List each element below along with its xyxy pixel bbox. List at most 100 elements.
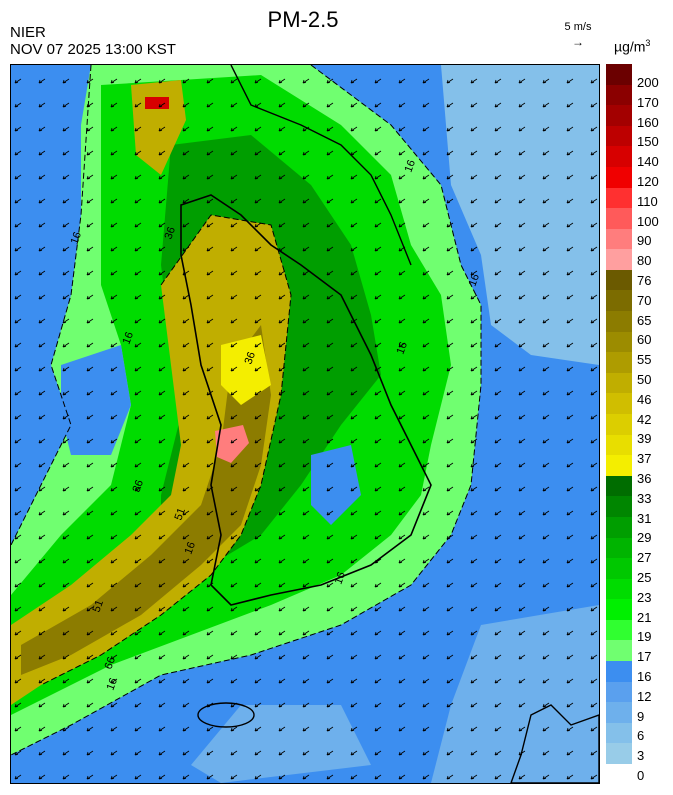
wind-arrow-icon — [14, 198, 22, 204]
wind-arrow-icon — [14, 654, 22, 660]
wind-arrow-icon — [446, 654, 454, 660]
wind-arrow-icon — [182, 150, 190, 156]
wind-arrow-icon — [446, 606, 454, 612]
wind-arrow-icon — [326, 414, 334, 420]
wind-arrow-icon — [566, 462, 574, 468]
wind-arrow-icon — [302, 318, 310, 324]
wind-arrow-icon — [350, 366, 358, 372]
wind-arrow-icon — [158, 510, 166, 516]
wind-arrow-icon — [62, 390, 70, 396]
wind-arrow-icon — [206, 774, 214, 780]
wind-arrow-icon — [182, 654, 190, 660]
colorbar-label: 16 — [637, 669, 652, 684]
wind-arrow-icon — [422, 702, 430, 708]
wind-arrow-icon — [302, 510, 310, 516]
wind-arrow-icon — [302, 222, 310, 228]
wind-arrow-icon — [38, 606, 46, 612]
wind-arrow-icon — [350, 246, 358, 252]
wind-arrow-icon — [494, 126, 502, 132]
wind-arrow-icon — [518, 198, 526, 204]
wind-arrow-icon — [302, 414, 310, 420]
wind-arrow-icon — [422, 270, 430, 276]
wind-arrow-icon — [158, 462, 166, 468]
wind-arrow-icon — [470, 150, 478, 156]
wind-arrow-icon — [470, 606, 478, 612]
wind-arrow-icon — [62, 726, 70, 732]
wind-arrow-icon — [182, 486, 190, 492]
wind-arrow-icon — [62, 126, 70, 132]
wind-arrow-icon — [566, 126, 574, 132]
wind-arrow-icon — [134, 606, 142, 612]
wind-arrow-icon — [14, 678, 22, 684]
wind-arrow-icon — [518, 558, 526, 564]
wind-arrow-icon — [422, 678, 430, 684]
very-low-area-northeast — [441, 65, 599, 365]
wind-arrow-icon — [254, 150, 262, 156]
wind-arrow-icon — [110, 414, 118, 420]
colorbar-segment — [606, 187, 632, 209]
colorbar-label: 80 — [637, 253, 652, 269]
wind-arrow-icon — [326, 126, 334, 132]
wind-arrow-icon — [350, 774, 358, 780]
wind-arrow-icon — [566, 78, 574, 84]
wind-arrow-icon — [302, 582, 310, 588]
wind-arrow-icon — [326, 366, 334, 372]
wind-arrow-icon — [470, 486, 478, 492]
wind-arrow-icon — [278, 246, 286, 252]
wind-arrow-icon — [230, 198, 238, 204]
wind-arrow-icon — [566, 150, 574, 156]
wind-arrow-icon — [374, 510, 382, 516]
wind-arrow-icon — [374, 774, 382, 780]
wind-arrow-icon — [590, 510, 598, 516]
wind-arrow-icon — [302, 198, 310, 204]
wind-arrow-icon — [302, 774, 310, 780]
wind-arrow-icon — [398, 270, 406, 276]
wind-arrow-icon — [542, 774, 550, 780]
wind-arrow-icon — [158, 102, 166, 108]
wind-arrow-icon — [350, 438, 358, 444]
wind-arrow-icon — [350, 390, 358, 396]
wind-arrow-icon — [278, 702, 286, 708]
wind-arrow-icon — [254, 750, 262, 756]
wind-arrow-icon — [134, 174, 142, 180]
wind-arrow-icon — [422, 414, 430, 420]
wind-arrow-icon — [278, 102, 286, 108]
map-title: PM-2.5 — [267, 7, 339, 32]
wind-arrow-icon — [590, 318, 598, 324]
wind-arrow-icon — [110, 654, 118, 660]
wind-arrow-icon — [374, 750, 382, 756]
wind-arrow-icon — [326, 150, 334, 156]
colorbar-segment — [606, 640, 632, 662]
wind-arrow-icon — [542, 582, 550, 588]
wind-arrow-icon — [62, 582, 70, 588]
wind-arrow-icon — [302, 558, 310, 564]
wind-arrow-icon — [254, 462, 262, 468]
wind-arrow-icon — [14, 750, 22, 756]
wind-arrow-icon — [398, 726, 406, 732]
wind-arrow-icon — [374, 294, 382, 300]
wind-arrow-icon — [542, 318, 550, 324]
unit-label: µg/m3 — [614, 38, 650, 55]
wind-arrow-icon — [38, 198, 46, 204]
wind-arrow-icon — [326, 630, 334, 636]
wind-arrow-icon — [86, 294, 94, 300]
wind-arrow-icon — [230, 678, 238, 684]
colorbar-label: 90 — [637, 233, 652, 249]
wind-arrow-icon — [158, 558, 166, 564]
wind-arrow-icon — [542, 222, 550, 228]
wind-arrow-icon — [278, 150, 286, 156]
wind-arrow-icon — [206, 246, 214, 252]
wind-arrow-icon — [470, 126, 478, 132]
wind-arrow-icon — [110, 438, 118, 444]
wind-arrow-icon — [86, 702, 94, 708]
wind-arrow-icon — [590, 438, 598, 444]
wind-arrow-icon — [254, 630, 262, 636]
contour-label: 36 — [131, 478, 146, 494]
wind-arrow-icon — [446, 78, 454, 84]
wind-arrow-icon — [38, 342, 46, 348]
wind-arrow-icon — [278, 438, 286, 444]
wind-arrow-icon — [542, 126, 550, 132]
wind-arrow-icon — [422, 630, 430, 636]
wind-arrow-icon — [494, 702, 502, 708]
wind-arrow-icon — [206, 102, 214, 108]
